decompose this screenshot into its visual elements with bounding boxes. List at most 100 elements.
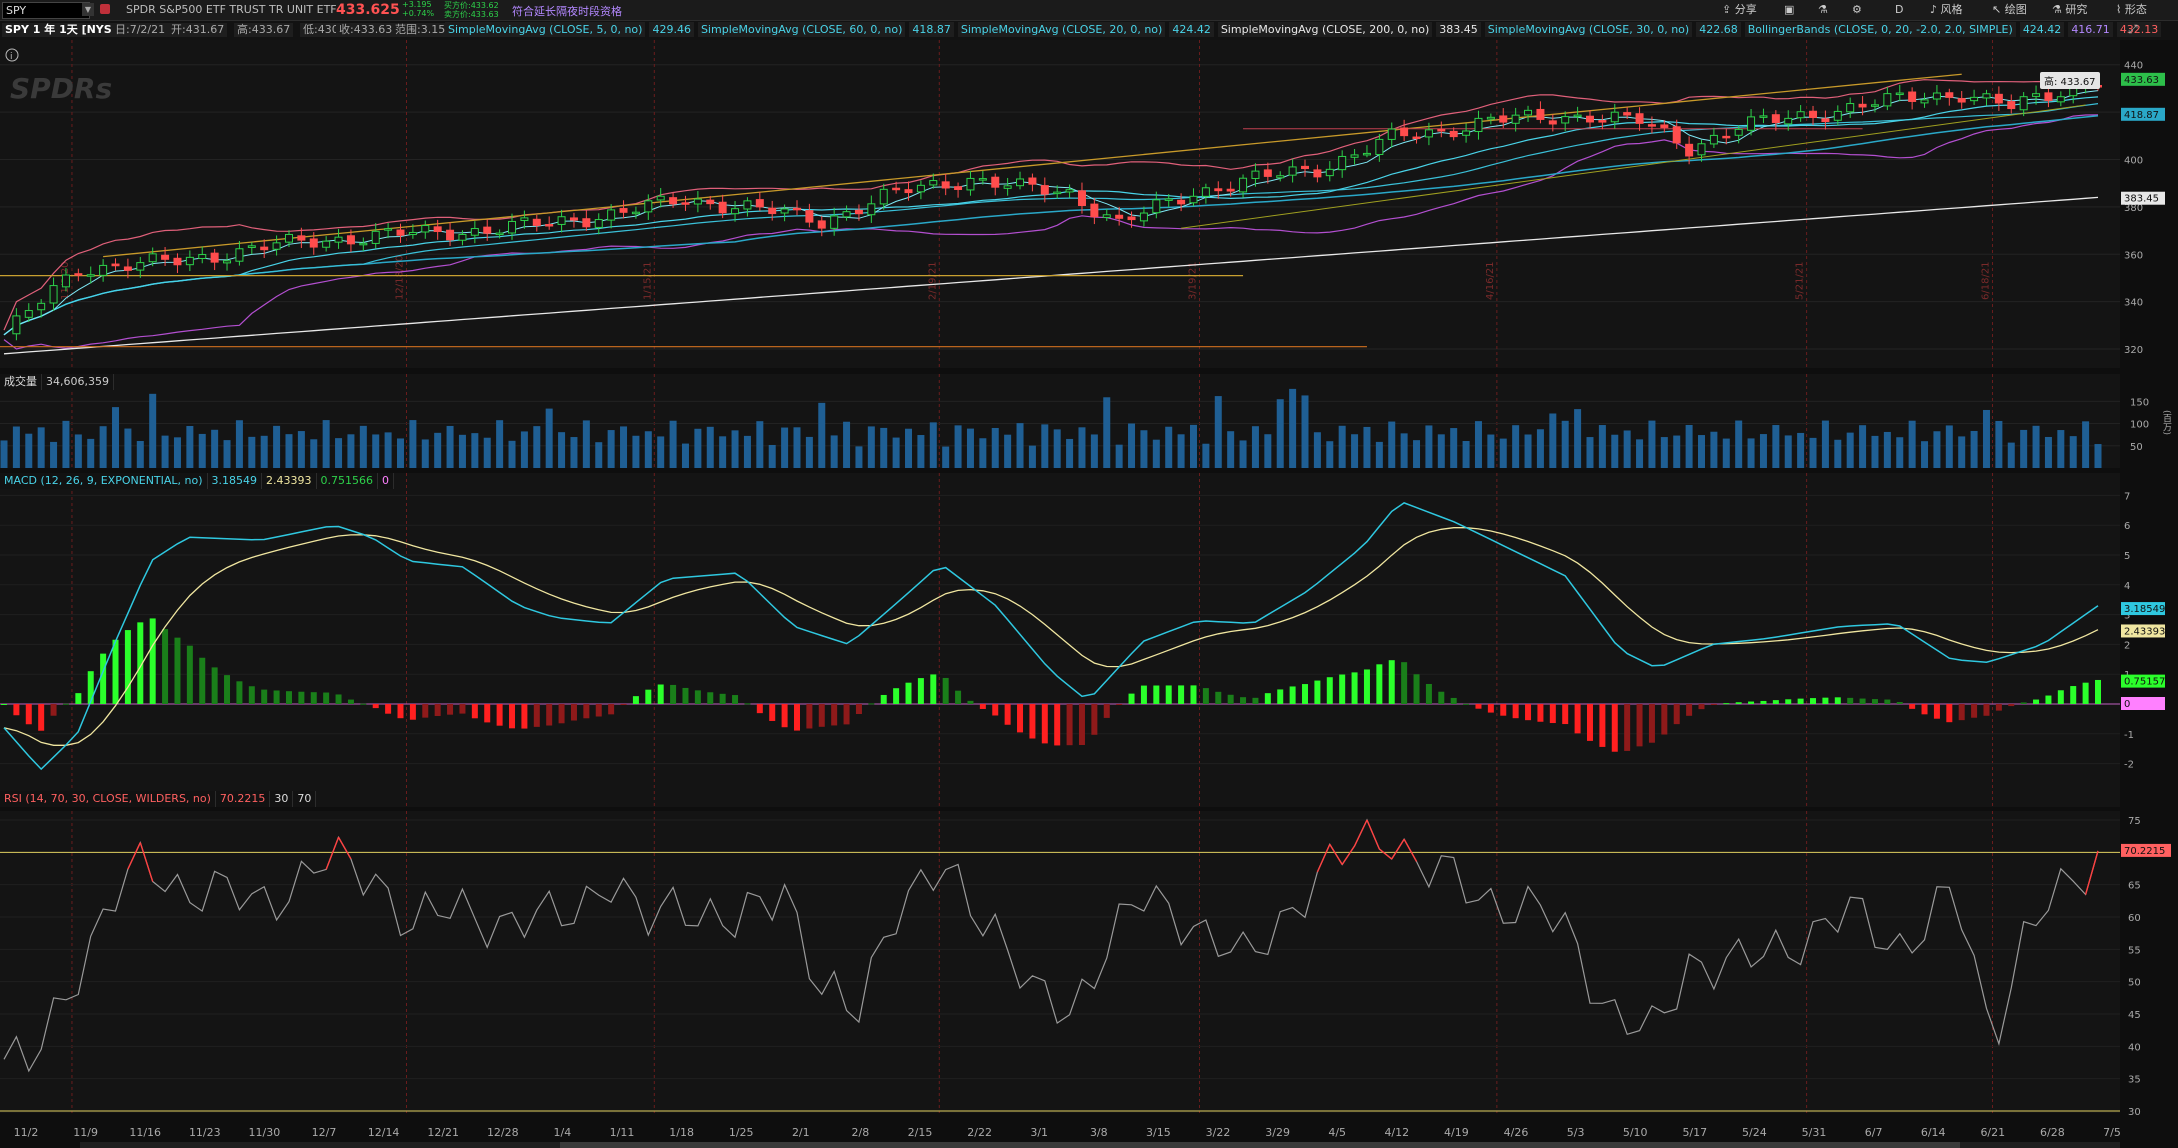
volume-bar[interactable] [1809,437,1817,468]
candle[interactable] [1276,175,1285,179]
candle[interactable] [582,218,591,228]
volume-bar[interactable] [198,433,206,468]
volume-bar[interactable] [1128,423,1136,468]
volume-bar[interactable] [954,425,962,468]
volume-bar[interactable] [1202,443,1210,468]
volume-bar[interactable] [669,420,677,468]
volume-bar[interactable] [99,426,107,468]
candle[interactable] [223,260,232,264]
candle[interactable] [731,208,740,215]
candle[interactable] [817,220,826,229]
study-value[interactable]: 383.45 [1436,22,1481,37]
volume-bar[interactable] [892,437,900,468]
volume-bar[interactable] [1685,424,1693,468]
volume-bar[interactable] [1016,423,1024,468]
volume-bar[interactable] [496,420,504,468]
volume-bar[interactable] [1487,434,1495,468]
candle[interactable] [111,263,120,267]
candle[interactable] [1424,129,1433,138]
volume-bar[interactable] [310,439,318,468]
candle[interactable] [669,197,678,205]
volume-bar[interactable] [335,438,343,468]
macd-panel[interactable] [0,473,2120,807]
volume-bar[interactable] [1239,440,1247,468]
volume-bar[interactable] [1722,438,1730,468]
drawing-button[interactable]: ↖ 绘图 [1992,3,2027,16]
studies-button[interactable]: ⚗ 研究 [2052,3,2088,16]
candle[interactable] [1016,178,1025,187]
volume-bar[interactable] [1140,430,1148,468]
volume-bar[interactable] [2032,425,2040,468]
volume-bar[interactable] [917,435,925,468]
volume-bar[interactable] [966,428,974,468]
volume-bar[interactable] [186,425,194,468]
candle[interactable] [1387,128,1396,140]
volume-bar[interactable] [1227,431,1235,468]
volume-bar[interactable] [830,435,838,468]
bollinger-upper-line[interactable] [3,78,2099,331]
study-value[interactable]: 424.42 [1169,22,1214,37]
candle[interactable] [1288,166,1297,176]
volume-bar[interactable] [2020,429,2028,468]
candle[interactable] [1883,93,1892,107]
volume-bar[interactable] [1413,440,1421,468]
volume-bar[interactable] [582,420,590,468]
volume-bar[interactable] [1982,409,1990,468]
volume-bar[interactable] [1301,395,1309,468]
candle[interactable] [1313,169,1322,178]
candle[interactable] [1747,116,1756,131]
volume-bar[interactable] [273,425,281,468]
candle[interactable] [272,242,281,250]
volume-bar[interactable] [1400,433,1408,468]
candle[interactable] [1697,143,1706,156]
volume-bar[interactable] [1995,420,2003,468]
volume-bar[interactable] [743,435,751,468]
fullscreen-icon[interactable]: ⤢ [2128,22,2138,36]
candle[interactable] [1734,128,1743,136]
volume-bar[interactable] [2044,436,2052,468]
volume-bar[interactable] [1289,388,1297,468]
volume-bar[interactable] [359,425,367,468]
candle[interactable] [49,285,58,304]
volume-bar[interactable] [235,420,243,468]
study-label[interactable]: SimpleMovingAvg (CLOSE, 5, 0, no) [445,22,646,37]
candle[interactable] [1524,109,1533,116]
volume-bar[interactable] [1846,432,1854,468]
volume-bar[interactable] [1214,396,1222,468]
volume-bar[interactable] [87,438,95,468]
candle[interactable] [1177,199,1186,205]
volume-bar[interactable] [595,442,603,468]
candle[interactable] [433,226,442,233]
candle[interactable] [978,178,987,181]
study-label[interactable]: SimpleMovingAvg (CLOSE, 20, 0, no) [957,22,1166,37]
candle[interactable] [1821,118,1830,123]
volume-bar[interactable] [62,420,70,468]
volume-bar[interactable] [471,433,479,468]
candle[interactable] [830,215,839,229]
style-button[interactable]: ♪ 风格 [1930,3,1963,16]
volume-bar[interactable] [372,434,380,468]
study-label[interactable]: SimpleMovingAvg (CLOSE, 200, 0, no) [1217,22,1433,37]
timeframe-button[interactable]: D [1895,3,1904,16]
candle[interactable] [1771,114,1780,123]
candle[interactable] [1548,120,1557,125]
candle[interactable] [1201,187,1210,197]
volume-bar[interactable] [2094,444,2102,468]
volume-bar[interactable] [1313,432,1321,468]
study-label[interactable]: SimpleMovingAvg (CLOSE, 30, 0, no) [1484,22,1693,37]
candle[interactable] [1573,114,1582,118]
candle[interactable] [384,228,393,231]
volume-bar[interactable] [1921,441,1929,468]
candle[interactable] [693,198,702,205]
bollinger-label[interactable]: BollingerBands (CLOSE, 0, 20, -2.0, 2.0,… [1744,22,2016,37]
volume-bar[interactable] [1945,425,1953,468]
volume-bar[interactable] [1462,441,1470,468]
volume-bar[interactable] [260,435,268,468]
candle[interactable] [1350,154,1359,158]
candle[interactable] [1474,117,1483,133]
candle[interactable] [247,245,256,248]
price-chart[interactable]: 11/9/2012/18/201/15/212/19/213/19/214/16… [0,40,2178,1148]
volume-bar[interactable] [2082,421,2090,468]
volume-bar[interactable] [867,426,875,468]
candle[interactable] [755,199,764,208]
